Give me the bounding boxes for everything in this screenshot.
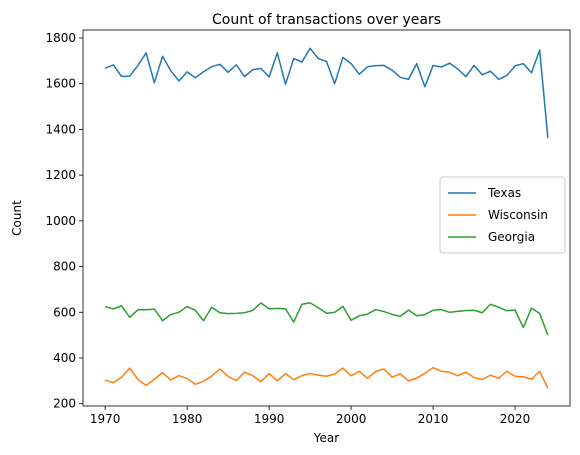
series-line-georgia	[104, 302, 549, 336]
x-tick-label: 2020	[500, 412, 531, 426]
legend-label-texas: Texas	[487, 186, 521, 200]
y-tick-label: 1000	[45, 214, 76, 228]
series-layer	[104, 47, 549, 389]
y-tick-label: 1800	[45, 31, 76, 45]
y-axis-ticks: 200 400 600 800 1000 1200 1400 1600 1800	[45, 31, 83, 411]
y-tick-label: 200	[53, 397, 76, 411]
x-tick-label: 2000	[336, 412, 367, 426]
x-tick-label: 1970	[90, 412, 121, 426]
x-axis-title: Year	[313, 431, 339, 445]
legend: Texas Wisconsin Georgia	[439, 176, 566, 254]
y-tick-label: 1200	[45, 168, 76, 182]
series-line-texas	[104, 47, 549, 138]
y-tick-label: 1400	[45, 122, 76, 136]
y-tick-label: 400	[53, 351, 76, 365]
x-tick-label: 2010	[418, 412, 449, 426]
legend-label-wisconsin: Wisconsin	[488, 208, 548, 222]
y-tick-label: 800	[53, 260, 76, 274]
legend-label-georgia: Georgia	[488, 230, 535, 244]
x-axis-ticks: 1970 1980 1990 2000 2010 2020	[90, 406, 530, 426]
series-line-wisconsin	[104, 366, 549, 389]
x-tick-label: 1990	[254, 412, 285, 426]
y-tick-label: 1600	[45, 77, 76, 91]
chart-title: Count of transactions over years	[212, 12, 441, 28]
y-axis-title: Count	[10, 200, 24, 236]
legend-box	[439, 176, 566, 254]
y-tick-label: 600	[53, 305, 76, 319]
x-tick-label: 1980	[172, 412, 203, 426]
plot-area-frame	[82, 29, 571, 407]
